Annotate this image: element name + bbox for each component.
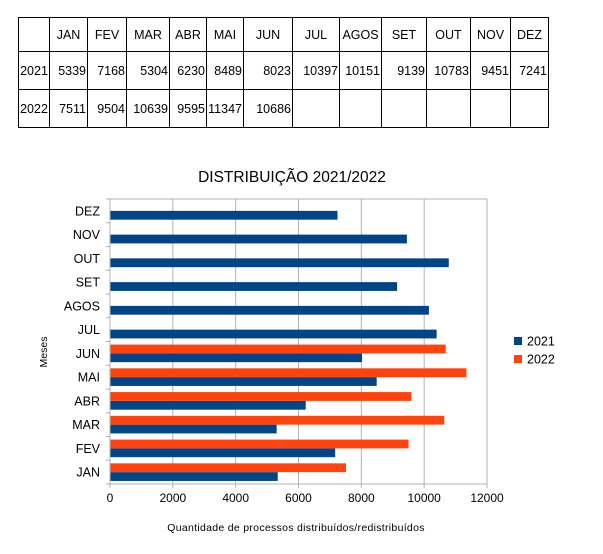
chart-title: DISTRIBUIÇÃO 2021/2022 <box>198 169 386 186</box>
y-tick-label: JUN <box>76 347 100 361</box>
table-cell: 9451 <box>470 51 511 90</box>
legend-label: 2021 <box>527 335 555 349</box>
table-cell <box>339 89 382 128</box>
table-cell: 8489 <box>206 51 244 90</box>
y-tick-label: MAI <box>78 371 100 385</box>
table-header-cell: FEV <box>87 17 127 52</box>
table-cell: 5339 <box>49 51 88 90</box>
table-cell: 10397 <box>292 51 340 90</box>
table-row: 2022 7511 9504 10639 9595 11347 10686 <box>18 89 549 128</box>
bar-2022-mai <box>110 368 467 378</box>
bar-2021-jul <box>110 329 437 339</box>
table-header-cell: AGOS <box>339 17 382 52</box>
table-row-label: 2022 <box>18 89 50 128</box>
y-tick-label: JAN <box>76 466 100 480</box>
bar-2021-mar <box>110 424 277 434</box>
table-cell: 5304 <box>126 51 170 90</box>
x-tick-label: 2000 <box>159 491 186 505</box>
table-row-label: 2021 <box>18 51 50 90</box>
y-tick-label: SET <box>76 276 101 290</box>
table-cell: 9595 <box>169 89 207 128</box>
x-tick-label: 10000 <box>407 491 441 505</box>
bar-2022-jan <box>110 463 346 473</box>
bar-2022-abr <box>110 392 412 401</box>
x-tick-label: 6000 <box>285 491 312 505</box>
table-cell <box>470 89 511 128</box>
table-header-cell: JUL <box>292 17 340 52</box>
bar-2021-jun <box>110 353 363 363</box>
table-cell <box>381 89 427 128</box>
table-header-cell: MAI <box>206 17 244 52</box>
table-header-cell: JAN <box>49 17 88 52</box>
y-tick-label: OUT <box>74 252 101 266</box>
table-cell: 11347 <box>206 89 244 128</box>
bar-2021-abr <box>110 400 306 410</box>
table-header-row: JAN FEV MAR ABR MAI JUN JUL AGOS SET OUT NOV DEZ <box>18 17 549 52</box>
x-axis-label: Quantidade de processos distribuídos/red… <box>167 522 425 534</box>
table-header-cell: OUT <box>426 17 471 52</box>
bar-2021-jan <box>110 472 278 481</box>
table-cell: 7168 <box>87 51 127 90</box>
y-tick-label: MAR <box>72 418 100 432</box>
y-axis-label: Meses <box>38 337 50 368</box>
table-row: 2021 5339 7168 5304 6230 8489 8023 10397 10151 91… <box>18 51 549 90</box>
table-header-cell: DEZ <box>510 17 549 52</box>
table-header-cell: ABR <box>169 17 207 52</box>
legend-label: 2022 <box>527 353 555 367</box>
bar-2022-fev <box>110 439 409 449</box>
table-header-cell <box>18 17 50 52</box>
bar-2022-jun <box>110 344 446 354</box>
table-cell: 6230 <box>169 51 207 90</box>
bar-2022-mar <box>110 415 445 425</box>
data-table: JAN FEV MAR ABR MAI JUN JUL AGOS SET OUT NOV DEZ 202… <box>18 17 549 128</box>
y-tick-label: DEZ <box>75 204 100 218</box>
table-cell: 7241 <box>510 51 549 90</box>
x-tick-label: 12000 <box>470 491 504 505</box>
table-header-cell: SET <box>381 17 427 52</box>
table-header-cell: JUN <box>243 17 293 52</box>
y-tick-label: AGOS <box>64 299 100 313</box>
table-cell: 7511 <box>49 89 88 128</box>
legend-swatch <box>514 337 522 345</box>
table-cell: 10639 <box>126 89 170 128</box>
bar-2021-agos <box>110 305 429 315</box>
table-cell: 10151 <box>339 51 382 90</box>
table-header-cell: MAR <box>126 17 170 52</box>
bar-2021-dez <box>110 210 338 220</box>
legend-swatch <box>514 355 522 363</box>
bar-2021-set <box>110 282 398 291</box>
bar-2021-mai <box>110 377 377 386</box>
y-tick-label: JUL <box>78 323 100 337</box>
y-tick-label: NOV <box>73 228 101 242</box>
table-cell: 9504 <box>87 89 127 128</box>
table-cell <box>510 89 549 128</box>
bar-2021-nov <box>110 234 407 244</box>
table-cell: 8023 <box>243 51 293 90</box>
x-tick-label: 4000 <box>222 491 249 505</box>
bar-2021-fev <box>110 448 336 458</box>
table-cell: 9139 <box>381 51 427 90</box>
table-cell: 10783 <box>426 51 471 90</box>
y-tick-label: ABR <box>74 394 100 408</box>
y-tick-label: FEV <box>76 442 101 456</box>
table-header-cell: NOV <box>470 17 511 52</box>
x-tick-label: 8000 <box>348 491 375 505</box>
table-cell: 10686 <box>243 89 293 128</box>
table-cell <box>292 89 340 128</box>
x-tick-label: 0 <box>107 491 114 505</box>
bar-2021-out <box>110 258 449 268</box>
table-cell <box>426 89 471 128</box>
